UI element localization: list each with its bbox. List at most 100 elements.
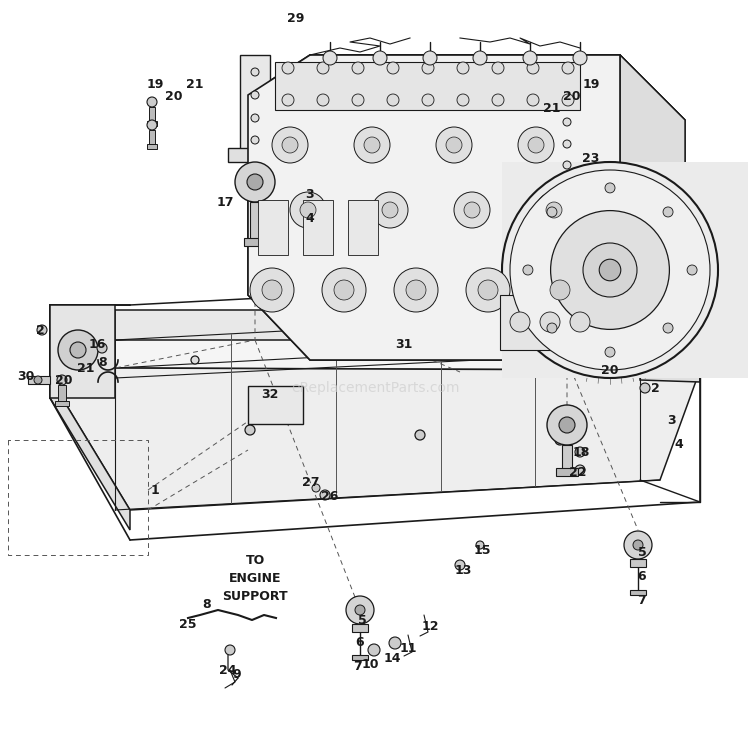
- Circle shape: [320, 490, 330, 500]
- Bar: [147, 121, 157, 126]
- Circle shape: [547, 207, 557, 217]
- Circle shape: [523, 265, 533, 275]
- Circle shape: [387, 94, 399, 106]
- Bar: [149, 130, 155, 144]
- Text: 19: 19: [582, 77, 600, 90]
- Text: eReplacementParts.com: eReplacementParts.com: [291, 381, 459, 395]
- Polygon shape: [248, 55, 620, 360]
- Circle shape: [382, 202, 398, 218]
- Circle shape: [492, 62, 504, 74]
- Text: 18: 18: [572, 447, 590, 459]
- Circle shape: [624, 531, 652, 559]
- Text: 13: 13: [454, 563, 472, 577]
- Circle shape: [573, 51, 587, 65]
- Text: 3: 3: [668, 414, 676, 426]
- Circle shape: [352, 62, 364, 74]
- Bar: [303, 200, 333, 255]
- Circle shape: [563, 118, 571, 126]
- Polygon shape: [115, 310, 640, 340]
- Text: 32: 32: [261, 389, 279, 402]
- Circle shape: [436, 127, 472, 163]
- Circle shape: [599, 259, 621, 280]
- Circle shape: [34, 376, 42, 384]
- Circle shape: [540, 312, 560, 332]
- Bar: [244, 238, 266, 246]
- Circle shape: [262, 280, 282, 300]
- Text: 3: 3: [306, 189, 314, 202]
- Circle shape: [550, 280, 570, 300]
- Circle shape: [457, 94, 469, 106]
- Circle shape: [387, 62, 399, 74]
- Bar: [556, 468, 578, 476]
- Circle shape: [605, 347, 615, 357]
- Circle shape: [245, 425, 255, 435]
- Text: 20: 20: [56, 374, 73, 387]
- Circle shape: [562, 62, 574, 74]
- Circle shape: [547, 323, 557, 333]
- Circle shape: [555, 435, 565, 445]
- Circle shape: [251, 114, 259, 122]
- Circle shape: [364, 137, 380, 153]
- Text: 7: 7: [354, 660, 362, 672]
- Circle shape: [633, 540, 643, 550]
- Text: 19: 19: [146, 77, 164, 90]
- Circle shape: [272, 127, 308, 163]
- Circle shape: [373, 51, 387, 65]
- Circle shape: [586, 332, 594, 340]
- Bar: [147, 144, 157, 149]
- Circle shape: [478, 280, 498, 300]
- Text: 4: 4: [675, 438, 683, 450]
- Circle shape: [389, 637, 401, 649]
- Bar: [352, 624, 368, 632]
- Circle shape: [354, 127, 390, 163]
- Circle shape: [317, 94, 329, 106]
- Circle shape: [372, 192, 408, 228]
- Circle shape: [355, 605, 365, 615]
- Circle shape: [466, 268, 510, 312]
- Circle shape: [282, 62, 294, 74]
- Circle shape: [510, 312, 530, 332]
- Bar: [258, 200, 288, 255]
- Bar: [58, 385, 66, 401]
- Text: 4: 4: [306, 211, 314, 225]
- Polygon shape: [620, 55, 685, 360]
- Circle shape: [528, 137, 544, 153]
- Circle shape: [583, 243, 637, 297]
- Circle shape: [247, 174, 263, 190]
- Circle shape: [225, 645, 235, 655]
- Bar: [587, 107, 597, 112]
- Circle shape: [527, 94, 539, 106]
- Circle shape: [235, 162, 275, 202]
- Circle shape: [563, 140, 571, 148]
- Polygon shape: [502, 162, 748, 378]
- Bar: [500, 295, 610, 350]
- Circle shape: [322, 268, 366, 312]
- Circle shape: [455, 560, 465, 570]
- Text: 14: 14: [383, 653, 400, 666]
- Circle shape: [251, 68, 259, 76]
- Polygon shape: [115, 310, 700, 370]
- Text: 29: 29: [287, 11, 304, 25]
- Circle shape: [587, 83, 597, 93]
- Circle shape: [251, 136, 259, 144]
- Circle shape: [422, 62, 434, 74]
- Text: 1: 1: [151, 484, 159, 496]
- Text: 7: 7: [638, 593, 646, 607]
- Circle shape: [563, 161, 571, 169]
- Polygon shape: [640, 312, 700, 370]
- Polygon shape: [640, 310, 700, 382]
- Text: 27: 27: [302, 475, 320, 489]
- Text: 24: 24: [219, 663, 237, 677]
- Circle shape: [300, 202, 316, 218]
- Circle shape: [334, 280, 354, 300]
- Circle shape: [518, 127, 554, 163]
- Circle shape: [510, 170, 710, 370]
- Text: 6: 6: [356, 635, 364, 648]
- Text: 6: 6: [638, 569, 646, 583]
- Bar: [149, 107, 155, 121]
- Text: 9: 9: [232, 669, 242, 681]
- Text: 20: 20: [165, 89, 183, 102]
- Bar: [250, 202, 260, 240]
- Circle shape: [57, 375, 67, 385]
- Circle shape: [546, 202, 562, 218]
